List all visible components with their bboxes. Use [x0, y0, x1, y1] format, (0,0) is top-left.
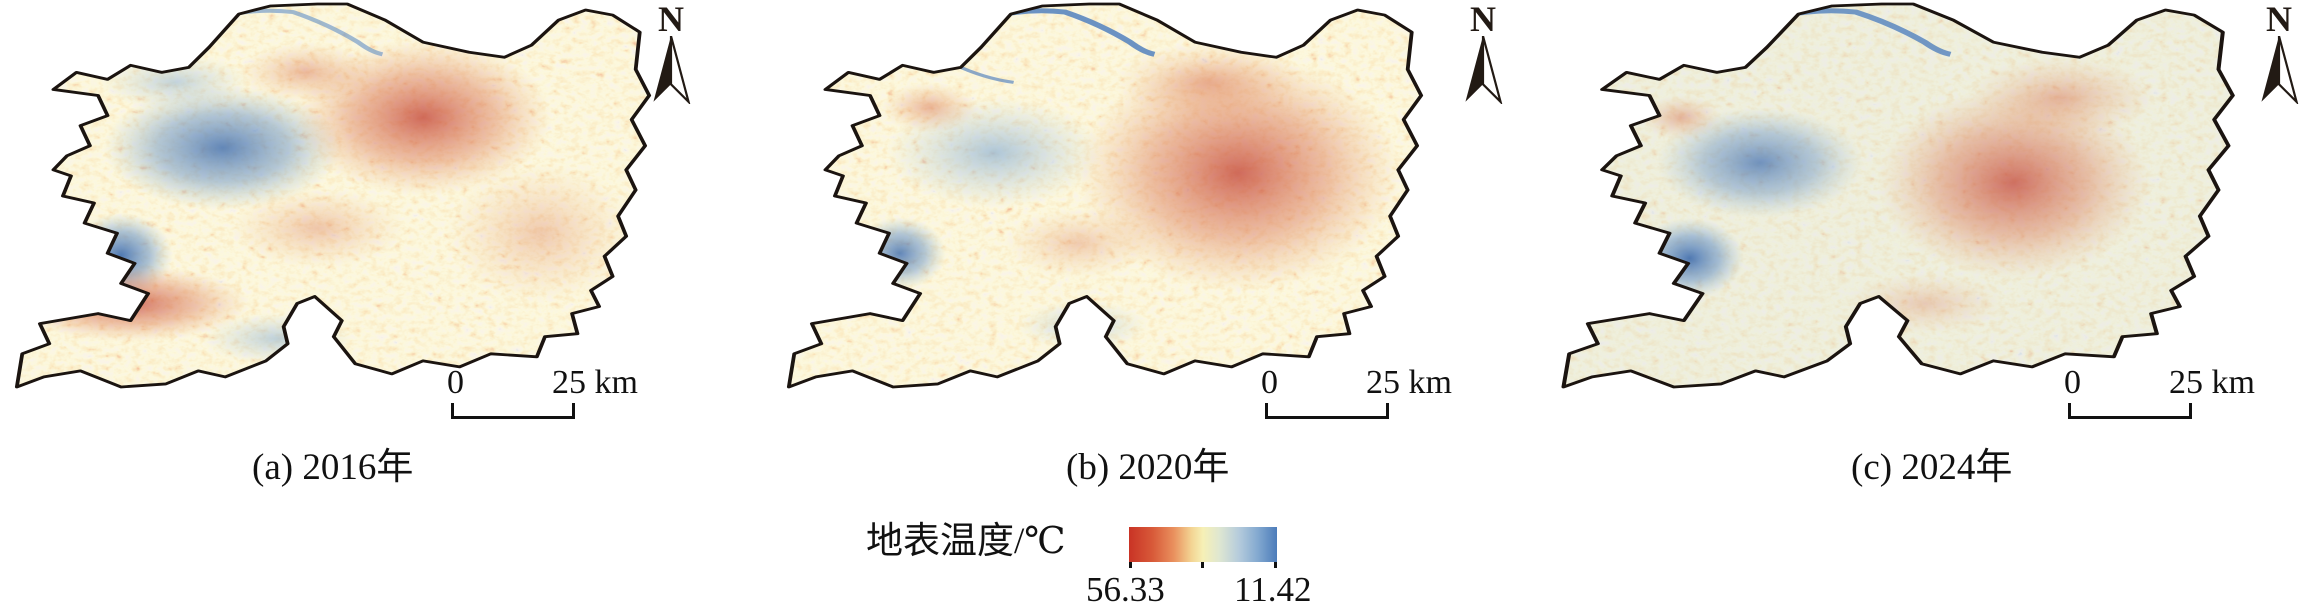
- scale-bar: 0 25 km: [447, 364, 661, 419]
- scale-bar-bracket: [2068, 403, 2192, 419]
- scale-zero-label: 0: [2064, 364, 2081, 401]
- legend-tick: [1274, 562, 1277, 568]
- legend-tick: [1201, 562, 1204, 568]
- legend-title: 地表温度/℃: [866, 521, 1066, 562]
- legend-tick: [1129, 562, 1132, 568]
- scale-bar: 0 25 km: [1261, 364, 1475, 419]
- panel-caption-2020: (b) 2020年: [1066, 447, 1230, 488]
- north-arrow-glyph: [1465, 35, 1503, 106]
- scale-bar-bracket: [1265, 403, 1389, 419]
- scale-zero-label: 0: [1261, 364, 1278, 401]
- map-2024: [1552, 2, 2240, 394]
- map-2020: [786, 2, 1424, 389]
- north-arrow-icon: N: [1460, 0, 1506, 106]
- panel-caption-2016: (a) 2016年: [252, 447, 414, 488]
- north-label: N: [658, 0, 684, 39]
- north-arrow-glyph: [2261, 35, 2299, 106]
- scale-distance-label: 25 km: [2169, 364, 2255, 401]
- scale-bar: 0 25 km: [2064, 364, 2278, 419]
- scale-distance-label: 25 km: [1366, 364, 1452, 401]
- north-label: N: [1470, 0, 1496, 39]
- legend-min-label: 11.42: [1234, 570, 1312, 606]
- scale-bar-bracket: [451, 403, 575, 419]
- north-arrow-icon: N: [2256, 0, 2300, 106]
- legend-max-label: 56.33: [1086, 570, 1165, 606]
- north-label: N: [2266, 0, 2292, 39]
- panel-caption-2024: (c) 2024年: [1851, 447, 2013, 488]
- legend-colorbar: [1129, 527, 1277, 568]
- map-2016: [14, 2, 652, 389]
- scale-zero-label: 0: [447, 364, 464, 401]
- north-arrow-glyph: [653, 35, 691, 106]
- north-arrow-icon: N: [648, 0, 694, 106]
- scale-distance-label: 25 km: [552, 364, 638, 401]
